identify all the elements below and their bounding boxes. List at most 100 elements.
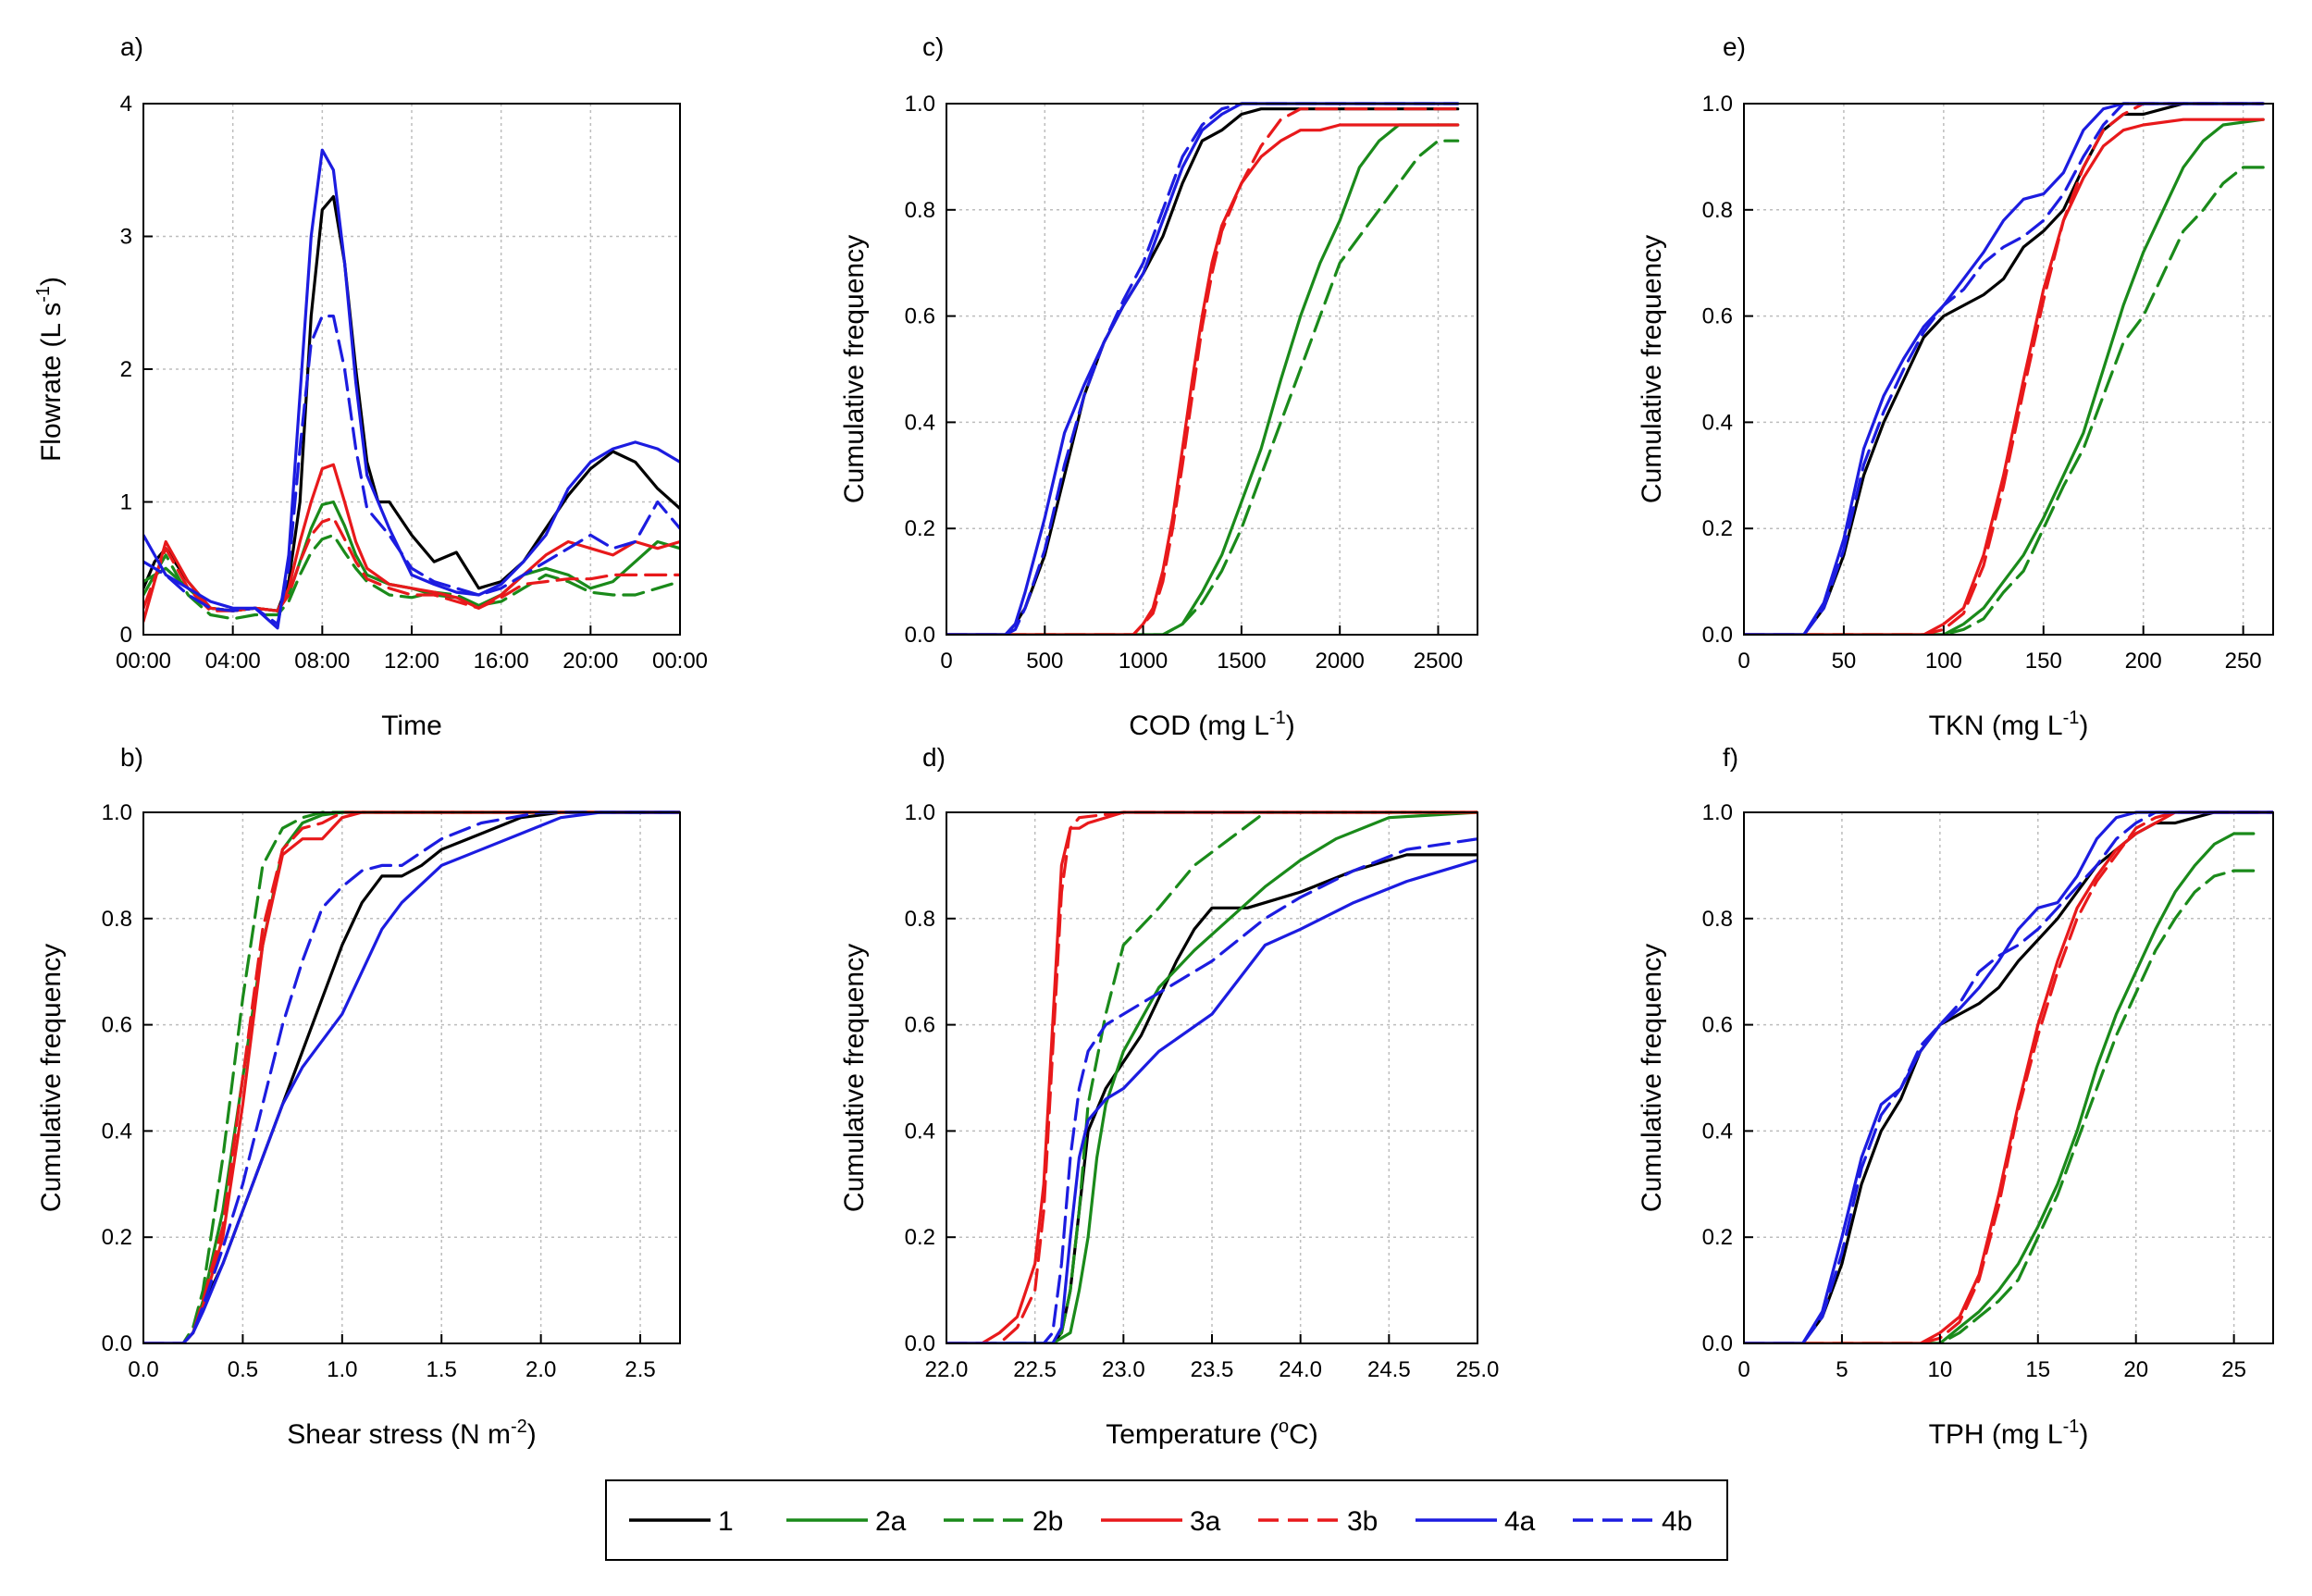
series-line-2a	[946, 123, 1460, 635]
series-line-4b	[946, 102, 1460, 635]
x-axis-label: COD (mg L-1)	[1129, 708, 1294, 741]
y-tick-label: 0.4	[905, 410, 935, 435]
x-tick-label: 25.0	[1456, 1357, 1500, 1382]
series-line-4a	[946, 859, 1477, 1343]
y-axis-label: Cumulative frequency	[839, 944, 870, 1212]
y-tick-label: 0.0	[102, 1331, 132, 1356]
panel-e: e) 0 50 100 150 200 250 0.0 0.2 0.4 0.6 0.8 1.0 TKN (…	[1637, 32, 2274, 741]
x-tick-label: 150	[2025, 649, 2062, 674]
y-tick-label: 0	[120, 623, 132, 648]
y-tick-label: 0.4	[1702, 1119, 1733, 1144]
series-line-4b	[143, 315, 680, 626]
legend-label: 2b	[1032, 1506, 1063, 1537]
series-line-3b	[946, 107, 1460, 635]
y-tick-label: 0.8	[905, 198, 935, 223]
y-tick-label: 1.0	[905, 800, 935, 825]
y-tick-label: 0.8	[1702, 198, 1733, 223]
x-tick-label: 1.0	[327, 1357, 357, 1382]
x-axis-label: Time	[381, 711, 442, 741]
series-line-2b	[946, 139, 1460, 635]
legend-item-4b: 4b	[1573, 1506, 1692, 1537]
series-group	[946, 102, 1460, 635]
y-tick-label: 3	[120, 225, 132, 250]
legend-item-1: 1	[629, 1506, 734, 1537]
x-tick-label: 20	[2123, 1357, 2148, 1382]
y-tick-label: 0.6	[1702, 1013, 1733, 1038]
series-group	[1744, 102, 2265, 635]
series-line-3b	[1744, 810, 2273, 1343]
y-tick-label: 0.2	[1702, 516, 1733, 541]
panel-label: d)	[922, 743, 946, 772]
x-tick-label: 23.0	[1102, 1357, 1145, 1382]
y-tick-label: 0.6	[905, 1013, 935, 1038]
x-tick-label: 0.0	[128, 1357, 158, 1382]
series-line-4b	[143, 810, 680, 1343]
x-tick-label: 1.5	[427, 1357, 457, 1382]
series-line-2b	[1744, 869, 2256, 1343]
y-tick-label: 0.6	[102, 1013, 132, 1038]
series-line-4a	[946, 102, 1460, 635]
x-tick-label: 20:00	[563, 649, 618, 674]
series-group	[143, 810, 680, 1343]
panel-label: f)	[1723, 743, 1738, 772]
legend-item-2a: 2a	[786, 1506, 907, 1537]
y-tick-label: 0.4	[102, 1119, 132, 1144]
x-tick-label: 2000	[1315, 649, 1364, 674]
x-tick-label: 10	[1928, 1357, 1953, 1382]
x-tick-label: 5	[1836, 1357, 1848, 1382]
panel-b: b) 0.0 0.5 1.0 1.5 2.0 2.5 0.0 0.2 0.4 0.6 0.8 1.0 Sh…	[36, 743, 681, 1450]
y-tick-label: 0.6	[905, 304, 935, 329]
series-line-4a	[1744, 810, 2273, 1343]
y-tick-label: 0.4	[905, 1119, 935, 1144]
series-line-4b	[946, 837, 1477, 1343]
x-tick-label: 24.0	[1279, 1357, 1322, 1382]
x-tick-label: 00:00	[116, 649, 171, 674]
legend-item-3a: 3a	[1101, 1506, 1221, 1537]
legend-label: 3b	[1347, 1506, 1378, 1537]
y-axis-label: Cumulative frequency	[1637, 944, 1667, 1212]
x-tick-label: 23.5	[1191, 1357, 1234, 1382]
y-tick-label: 0.8	[102, 907, 132, 932]
legend-label: 4a	[1504, 1506, 1536, 1537]
series-line-3a	[1744, 810, 2273, 1343]
series-line-3b	[1744, 102, 2265, 635]
series-line-3b	[946, 810, 1477, 1343]
series-line-2b	[143, 533, 680, 621]
x-tick-label: 12:00	[384, 649, 439, 674]
panel-d: d) 22.0 22.5 23.0 23.5 24.0 24.5 25.0 0.0 0.2 0.4 0…	[839, 743, 1499, 1450]
x-tick-label: 2500	[1414, 649, 1463, 674]
x-tick-label: 04:00	[205, 649, 261, 674]
legend-label: 1	[718, 1506, 734, 1537]
series-group	[946, 810, 1477, 1343]
panel-a: a)00:00 04:00 08:00 12:00 16:00 20:00 00:00012…	[33, 32, 708, 741]
plot-frame	[1743, 103, 2274, 636]
x-axis-label: Shear stress (N m-2)	[287, 1417, 537, 1450]
series-line-2b	[143, 810, 680, 1343]
series-line-3a	[946, 123, 1460, 635]
panel-c: c) 0 500 1000 1500 2000 2500 0.0 0.2 0.4 0.6 0.8 1.0…	[839, 32, 1478, 741]
y-tick-label: 0.8	[1702, 907, 1733, 932]
x-tick-label: 500	[1026, 649, 1063, 674]
plot-frame	[946, 103, 1478, 636]
x-tick-label: 22.5	[1013, 1357, 1057, 1382]
x-tick-label: 2.0	[525, 1357, 556, 1382]
x-tick-label: 15	[2025, 1357, 2050, 1382]
x-tick-label: 0	[1737, 649, 1749, 674]
y-tick-label: 0.2	[102, 1225, 132, 1250]
y-tick-label: 0.2	[905, 1225, 935, 1250]
y-tick-label: 0.6	[1702, 304, 1733, 329]
series-line-1	[1744, 102, 2265, 635]
panel-label: c)	[922, 32, 944, 61]
y-tick-label: 2	[120, 357, 132, 382]
x-tick-label: 1000	[1119, 649, 1168, 674]
x-tick-label: 08:00	[294, 649, 350, 674]
series-line-2a	[946, 810, 1477, 1343]
x-axis-label: TPH (mg L-1)	[1929, 1417, 2089, 1450]
y-tick-label: 0.0	[905, 623, 935, 648]
series-line-4a	[1744, 102, 2265, 635]
y-axis-label: Cumulative frequency	[36, 944, 67, 1212]
y-tick-label: 0.0	[1702, 623, 1733, 648]
series-line-4b	[1744, 810, 2273, 1343]
legend-label: 4b	[1662, 1506, 1692, 1537]
